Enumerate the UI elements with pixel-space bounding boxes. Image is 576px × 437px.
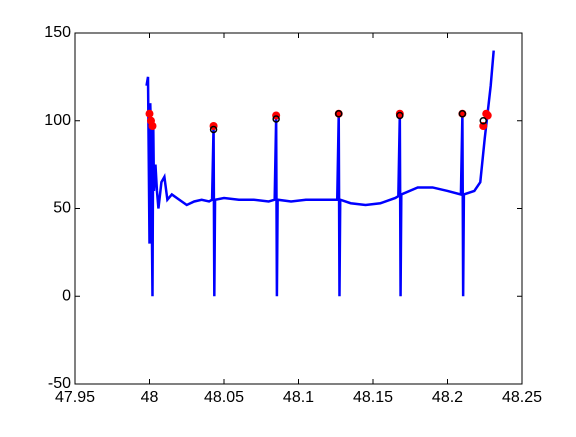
black-ring [458, 109, 467, 118]
y-tick-label: 0 [62, 287, 71, 304]
black-ring [272, 115, 280, 123]
black-ring [396, 111, 404, 120]
red-marker [479, 122, 488, 131]
y-tick-label: 50 [53, 200, 71, 217]
black-ring [209, 125, 218, 134]
x-tick-label: 48.15 [353, 389, 393, 406]
x-tick-label: 48 [141, 389, 159, 406]
red-marker [395, 109, 404, 118]
x-tick-label: 47.95 [55, 389, 95, 406]
x-tick-label: 48.25 [502, 389, 542, 406]
x-tick-label: 48.05 [204, 389, 244, 406]
signal-line [145, 50, 495, 297]
plot-area [74, 32, 523, 385]
y-tick-label: 150 [44, 24, 71, 41]
red-marker [145, 109, 154, 118]
y-tick-label: -50 [48, 375, 71, 392]
red-marker [148, 122, 157, 131]
y-tick-label: 100 [44, 112, 71, 129]
red-marker [483, 111, 492, 120]
black-ring [334, 109, 343, 118]
black-ring [479, 117, 488, 125]
x-tick-label: 48.1 [283, 389, 314, 406]
x-tick-label: 48.2 [432, 389, 463, 406]
